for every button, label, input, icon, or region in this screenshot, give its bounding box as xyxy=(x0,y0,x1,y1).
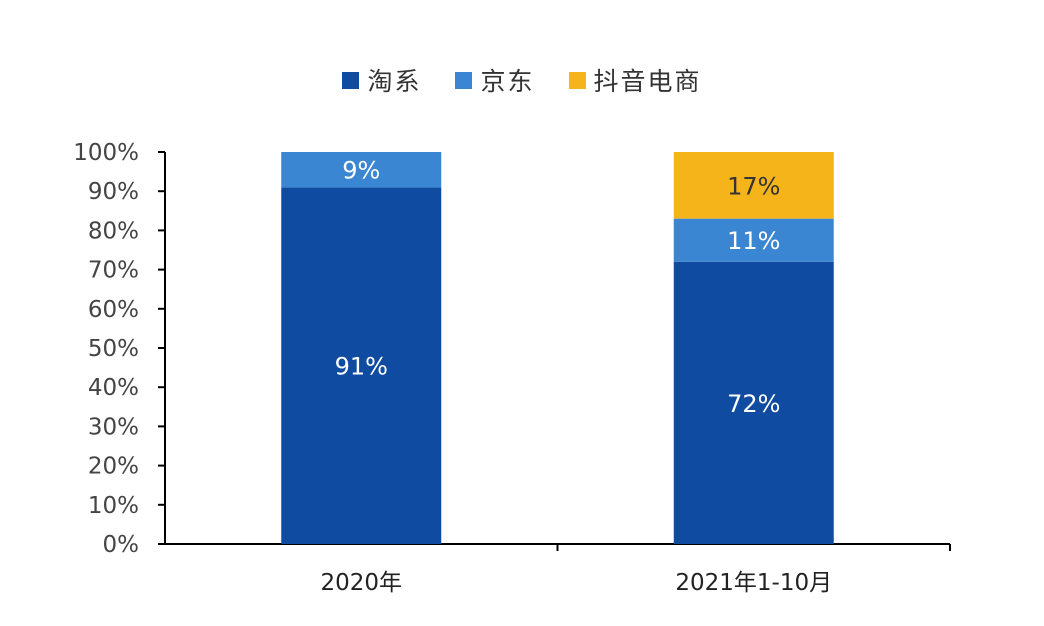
y-tick-label: 60% xyxy=(88,297,139,323)
bar-segment xyxy=(281,152,442,188)
y-tick-label: 10% xyxy=(88,493,139,519)
x-tick-label: 2021年1-10月 xyxy=(675,570,832,596)
y-tick-label: 100% xyxy=(73,140,139,166)
y-tick-label: 80% xyxy=(88,218,139,244)
legend-label-douyin: 抖音电商 xyxy=(593,67,702,96)
y-tick-label: 0% xyxy=(103,532,140,558)
y-tick-label: 20% xyxy=(88,454,139,480)
bar-segment xyxy=(673,261,834,544)
bar-segment xyxy=(673,218,834,262)
legend-label-taoxi: 淘系 xyxy=(367,67,422,96)
data-label: 91% xyxy=(335,353,388,381)
legend-label-jd: 京东 xyxy=(480,67,535,96)
y-tick-label: 50% xyxy=(88,336,139,362)
data-label: 72% xyxy=(727,390,780,418)
legend-swatch-douyin xyxy=(568,71,586,89)
data-label: 11% xyxy=(727,227,780,255)
legend-swatch-jd xyxy=(455,71,473,89)
y-tick-label: 30% xyxy=(88,414,139,440)
legend-swatch-taoxi xyxy=(342,71,360,89)
legend-item-jd: 京东 xyxy=(455,62,534,98)
legend-item-douyin: 抖音电商 xyxy=(568,62,702,98)
bar-segment xyxy=(673,152,834,219)
data-label: 17% xyxy=(727,172,780,200)
y-tick-label: 90% xyxy=(88,179,139,205)
y-tick-label: 70% xyxy=(88,258,139,284)
legend: 淘系 京东 抖音电商 xyxy=(0,62,1044,98)
data-label: 9% xyxy=(342,157,380,185)
bar-segment xyxy=(281,187,442,544)
x-tick-label: 2020年 xyxy=(320,570,402,596)
y-tick-label: 40% xyxy=(88,375,139,401)
legend-item-taoxi: 淘系 xyxy=(342,62,421,98)
